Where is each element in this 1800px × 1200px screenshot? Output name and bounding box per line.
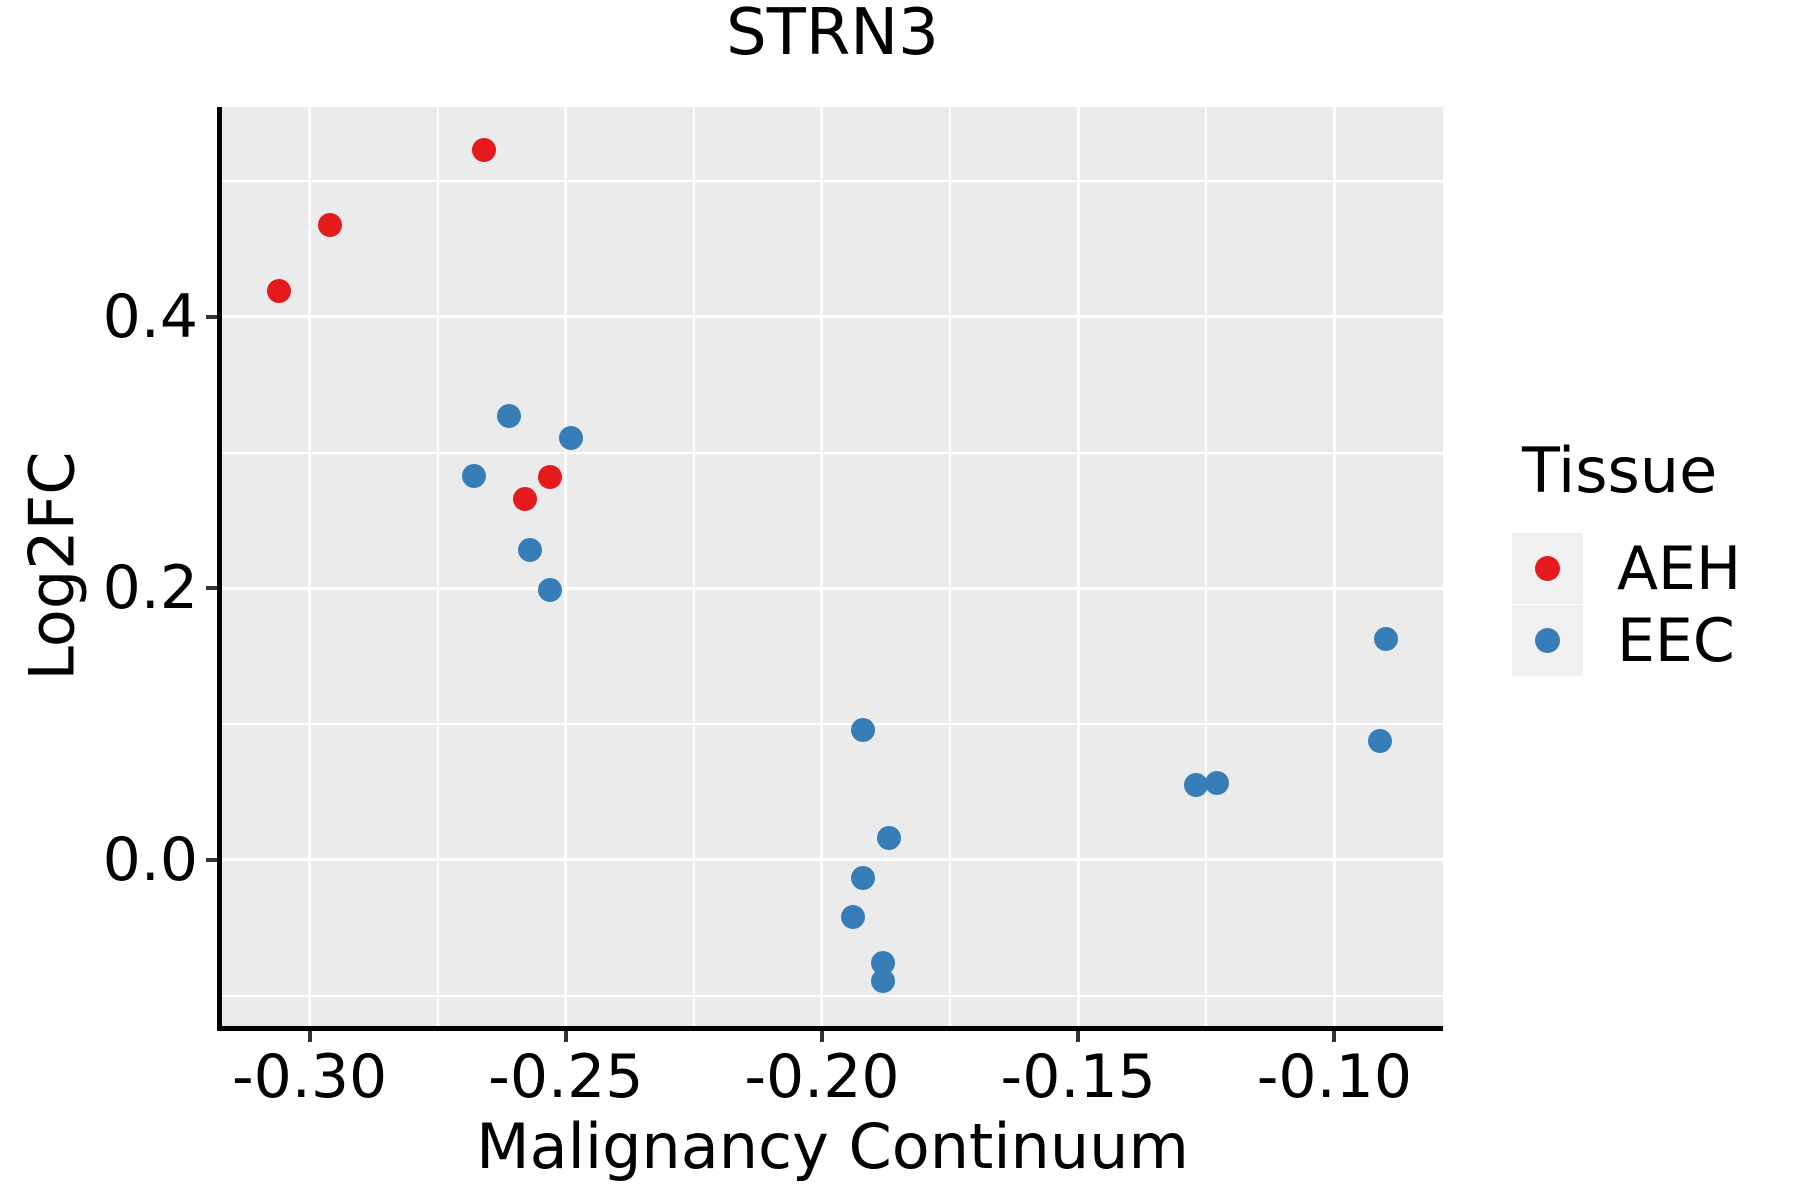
y-major-gridline bbox=[222, 315, 1443, 319]
legend-key-eec bbox=[1512, 605, 1583, 677]
y-minor-gridline bbox=[222, 180, 1443, 183]
data-point-eec bbox=[1184, 773, 1209, 798]
plot-panel bbox=[222, 107, 1443, 1026]
data-point-aeh bbox=[512, 486, 537, 511]
x-tick-mark bbox=[1076, 1031, 1081, 1042]
y-major-gridline bbox=[222, 586, 1443, 590]
x-tick-mark bbox=[1332, 1031, 1337, 1042]
y-minor-gridline bbox=[222, 451, 1443, 454]
legend-row-aeh: AEH bbox=[1512, 533, 1742, 605]
y-tick-label: 0.2 bbox=[102, 553, 198, 624]
legend-row-eec: EEC bbox=[1512, 605, 1741, 677]
data-point-eec bbox=[461, 463, 486, 488]
y-axis-spine bbox=[217, 107, 222, 1031]
x-minor-gridline bbox=[436, 107, 439, 1026]
x-tick-label: -0.25 bbox=[488, 1042, 644, 1112]
legend: Tissue AEH EEC bbox=[1512, 434, 1742, 677]
x-tick-label: -0.10 bbox=[1256, 1042, 1412, 1112]
data-point-eec bbox=[517, 538, 542, 563]
aeh-dot-icon bbox=[1535, 556, 1560, 582]
y-minor-gridline bbox=[222, 994, 1443, 997]
x-minor-gridline bbox=[692, 107, 695, 1026]
data-point-eec bbox=[876, 826, 901, 851]
y-tick-mark bbox=[206, 586, 217, 591]
x-tick-mark bbox=[307, 1031, 312, 1042]
x-major-gridline bbox=[820, 107, 824, 1026]
x-tick-mark bbox=[819, 1031, 824, 1042]
legend-label-eec: EEC bbox=[1617, 605, 1735, 676]
data-point-eec bbox=[850, 865, 875, 890]
legend-label-aeh: AEH bbox=[1617, 533, 1742, 604]
x-tick-label: -0.30 bbox=[231, 1042, 388, 1112]
x-axis-spine bbox=[217, 1026, 1443, 1031]
data-point-eec bbox=[850, 717, 875, 742]
x-major-gridline bbox=[564, 107, 568, 1026]
y-minor-gridline bbox=[222, 723, 1443, 726]
x-major-gridline bbox=[308, 107, 312, 1026]
x-tick-mark bbox=[563, 1031, 568, 1042]
data-point-aeh bbox=[318, 212, 343, 237]
x-tick-label: -0.20 bbox=[744, 1042, 900, 1112]
legend-title: Tissue bbox=[1522, 434, 1718, 507]
y-tick-mark bbox=[206, 314, 217, 319]
data-point-aeh bbox=[266, 279, 291, 304]
y-axis-title: Log2FC bbox=[15, 451, 89, 681]
data-point-eec bbox=[1368, 728, 1393, 753]
data-point-eec bbox=[538, 577, 563, 602]
x-major-gridline bbox=[1076, 107, 1080, 1026]
x-tick-label: -0.15 bbox=[1000, 1042, 1156, 1112]
data-point-eec bbox=[1373, 626, 1398, 651]
x-minor-gridline bbox=[949, 107, 952, 1026]
data-point-eec bbox=[871, 968, 896, 993]
y-tick-label: 0.0 bbox=[102, 824, 198, 895]
x-axis-title: Malignancy Continuum bbox=[476, 1110, 1189, 1183]
y-tick-label: 0.4 bbox=[102, 281, 198, 352]
data-point-eec bbox=[1204, 770, 1229, 795]
data-point-eec bbox=[840, 904, 865, 929]
data-point-eec bbox=[497, 404, 522, 429]
y-tick-mark bbox=[206, 857, 217, 862]
plot-title: STRN3 bbox=[726, 0, 939, 70]
data-point-aeh bbox=[538, 465, 563, 490]
data-point-aeh bbox=[471, 138, 496, 163]
legend-key-aeh bbox=[1512, 533, 1583, 605]
y-major-gridline bbox=[222, 858, 1443, 862]
x-major-gridline bbox=[1332, 107, 1336, 1026]
eec-dot-icon bbox=[1535, 628, 1560, 654]
x-minor-gridline bbox=[1205, 107, 1208, 1026]
data-point-eec bbox=[558, 425, 583, 450]
